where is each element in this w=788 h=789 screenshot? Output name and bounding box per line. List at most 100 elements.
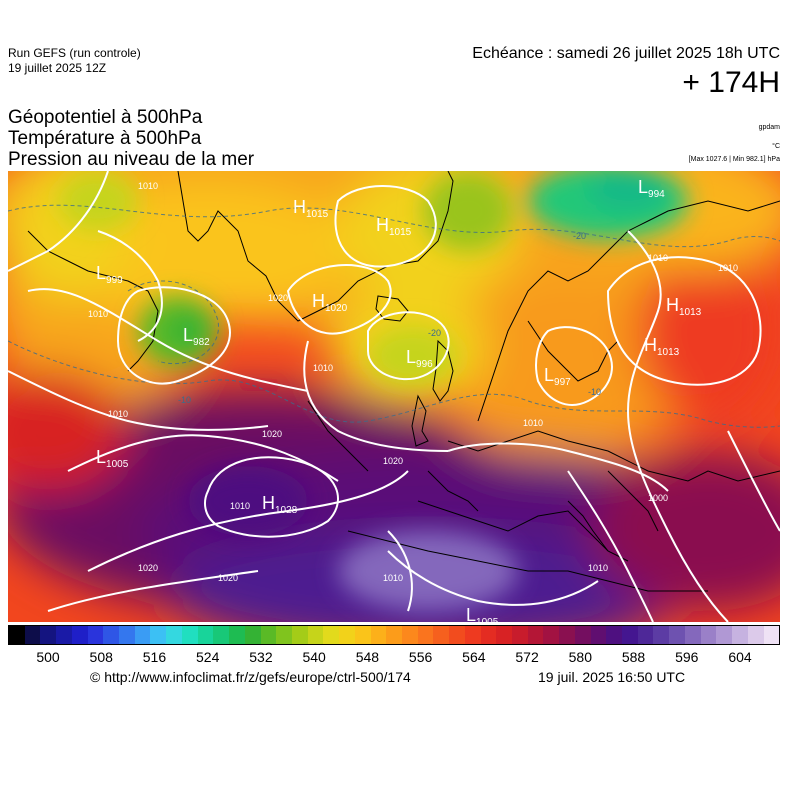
color-scale-swatch [637,626,654,644]
color-scale-swatch [417,626,434,644]
color-scale-swatch [339,626,355,644]
color-scale-tick-label: 508 [89,649,113,665]
color-scale-swatch [370,626,387,644]
color-scale-swatch [433,626,450,644]
run-title: Run GEFS (run controle) [8,46,141,60]
color-scale-swatch [622,626,638,644]
color-scale-tick-label: 572 [515,649,539,665]
color-scale-swatch [606,626,623,644]
parameter-geopotential: Géopotentiel à 500hPa [8,107,203,128]
isobars [8,171,780,622]
isotherm-label: -10 [178,395,191,405]
pressure-system-label: H1015 [293,197,329,220]
pressure-system-label: H1020 [312,291,348,314]
color-scale-swatch [244,626,261,644]
unit-temperature: °C [772,143,780,150]
isobar-label: 1020 [268,293,288,303]
isobar-label: 1010 [523,418,543,428]
color-scale-tick-label: 604 [728,649,752,665]
unit-geopotential: gpdam [758,124,780,131]
color-scale-swatch [574,626,591,644]
color-scale-swatch [700,626,717,644]
color-scale-swatch [732,626,748,644]
run-date: 19 juillet 2025 12Z [8,61,107,75]
isotherm-label: -20 [428,328,441,338]
color-scale-swatch [9,626,25,644]
color-scale-swatch [669,626,685,644]
color-scale-swatch [291,626,308,644]
color-scale-swatch [527,626,544,644]
color-scale-swatch [653,626,670,644]
isobar-label: 1020 [218,573,238,583]
pressure-system-label: H1015 [376,215,412,238]
coastlines [27,171,780,592]
color-scale-swatch [543,626,560,644]
color-scale-swatch [134,626,151,644]
pressure-system-labels: H1015 H1015 L994 L999 L982 H1020 L996 H1013 H101… [96,177,702,622]
color-scale-ticks: 500 508 516 524 532 540 548 556 564 572 580 588 596 6… [8,649,780,667]
isobar-label: 1010 [718,263,738,273]
isobar-label: 1010 [383,573,403,583]
isobar-label: 1020 [138,563,158,573]
weather-map: H1015 H1015 L994 L999 L982 H1020 L996 H1013 H101… [8,171,780,622]
color-scale-tick-label: 556 [408,649,433,665]
isobar-value-labels: 1010 1010 1010 1010 1020 1020 1020 1020 1010 1010… [88,181,738,583]
forecast-hour: + 174H [682,66,780,99]
pressure-system-label: L996 [406,347,433,370]
color-scale-tick-label: 540 [302,649,326,665]
color-scale-tick-label: 524 [196,649,220,665]
color-scale-swatch [213,626,230,644]
pressure-system-label: L994 [638,177,665,200]
isobar-label: 1010 [138,181,158,191]
color-scale-swatch [24,626,41,644]
isobar-label: 1010 [230,501,250,511]
isobar-label: 1010 [313,363,333,373]
color-scale-tick-label: 548 [355,649,380,665]
color-scale-swatch [260,626,277,644]
color-scale-swatch [150,626,167,644]
pressure-system-label: H1013 [666,295,702,318]
isobar-label: 1000 [648,493,668,503]
color-scale-swatch [166,626,182,644]
color-scale-tick-label: 500 [36,649,60,665]
color-scale-swatch [87,626,104,644]
color-scale-swatch [763,626,780,644]
color-scale-swatch [197,626,214,644]
color-scale-tick-label: 516 [142,649,167,665]
color-scale-swatch [559,626,575,644]
color-scale-swatch [323,626,340,644]
isobar-label: 1010 [588,563,608,573]
pressure-system-label: L997 [544,365,571,388]
color-scale-swatch [590,626,607,644]
pressure-system-label: L999 [96,263,123,286]
isobar-label: 1010 [108,409,128,419]
color-scale-swatch [512,626,528,644]
color-scale-swatch [480,626,497,644]
color-scale-tick-label: 588 [621,649,646,665]
isotherm-label: -10 [588,387,601,397]
parameter-pressure: Pression au niveau de la mer [8,149,255,170]
color-scale-swatch [40,626,57,644]
parameter-temperature: Température à 500hPa [8,128,202,149]
color-scale-swatch [747,626,764,644]
pressure-system-label: L1005 [96,447,129,470]
color-scale-swatch [684,626,701,644]
isobar-label: 1010 [648,253,668,263]
color-scale-swatch [386,626,402,644]
isotherm-label: -20 [573,231,586,241]
pressure-system-label: H1013 [644,335,680,358]
color-scale-swatch [496,626,512,644]
color-scale-swatch [401,626,418,644]
isotherm-value-labels: -20 -20 -10 -10 [178,231,601,405]
color-scale-tick-label: 564 [462,649,486,665]
color-scale-swatch [103,626,120,644]
color-scale-tick-label: 596 [675,649,699,665]
color-scale-tick-label: 580 [568,649,592,665]
pressure-system-label: L1005 [466,605,499,622]
color-scale-swatch [119,626,135,644]
unit-pressure-range: [Max 1027.6 | Min 982.1] hPa [688,156,780,163]
forecast-valid-time: Echéance : samedi 26 juillet 2025 18h UT… [472,45,780,62]
source-credit: © http://www.infoclimat.fr/z/gefs/europe… [90,669,411,685]
color-scale-swatch [307,626,324,644]
color-scale-swatch [181,626,198,644]
